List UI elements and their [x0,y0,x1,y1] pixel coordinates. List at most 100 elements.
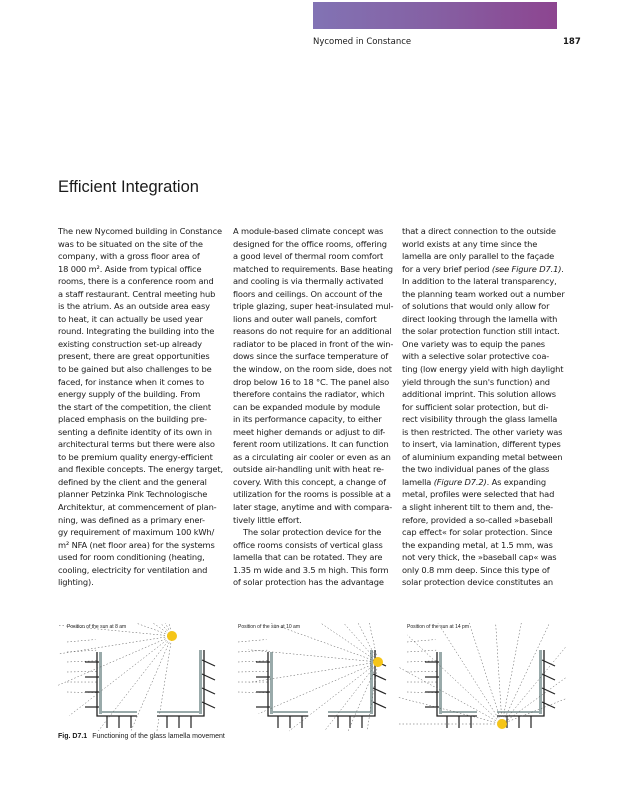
sun-ray [66,649,97,653]
text-line: the two individual panes of the glass [402,464,550,475]
text-line: matched to requirements. Base heating [233,263,393,274]
text-line: defined by the client and the general [58,476,207,487]
text-line: the window, on the room side, does not [233,364,392,375]
sun-ray [57,624,173,637]
text-line: not very thick, the »baseball cap« was [402,552,557,563]
text-line: placed emphasis on the building pre- [58,414,207,425]
right-glass-facade [539,650,542,714]
text-line: in its performance capacity, to either [233,414,382,425]
left-wing-outline [436,652,477,717]
lamella-diagram [57,622,216,732]
text-line: 1.35 m wide and 3.5 m high. This form [233,564,389,575]
text-line: of aluminium expanding metal between [402,451,563,462]
text-line: metal, profiles were selected that had [402,489,555,500]
sun-ray [406,639,436,643]
text-line: reasons do not require for an additional [233,326,392,337]
text-line: used for room conditioning (heating, [58,552,205,563]
text-line: office rooms consists of vertical glass [233,539,383,550]
sun-icon [497,719,507,729]
running-title: Nycomed in Constance [313,37,412,47]
panel-label: Position of the sun at 14 pm [407,624,469,630]
figure-panel-8am: Position of the sun at 8 am [57,622,227,732]
lamella-fin [541,701,556,709]
sun-ray [66,691,97,693]
lamella-fin [372,701,387,709]
text-line: m² NFA (net floor area) for the systems [58,539,215,550]
sun-ray [130,635,173,732]
right-glass-facade [199,650,202,714]
text-line: lamella are only parallel to the façade [402,251,555,262]
text-line: solar protection device constitutes an [402,577,553,588]
left-glass-facade [439,652,442,714]
text-line: The new Nycomed building in Constance [58,226,222,236]
sun-ray [320,622,379,663]
sun-ray [57,635,173,686]
lamella-fin [201,659,216,667]
text-column-3: that a direct connection to the outside w… [402,225,574,589]
text-line: world exists at any time since the [402,238,538,249]
lamella-diagram [397,622,567,729]
text-line: can be expanded module by module [233,401,381,412]
text-line: the solar protection function still inta… [402,326,560,337]
sun-ray [237,639,267,643]
text-line: ting (low energy yield with high dayligh… [402,364,564,375]
figure-caption-text: Functioning of the glass lamella movemen… [92,733,225,740]
text-line: faced, for instance when it comes to [58,376,204,387]
figure-number: Fig. D7.1 [58,733,88,740]
text-line: direct looking through the lamella with [402,313,558,324]
text-line: of solutions that would only allow for [402,301,550,312]
lamella-fin [541,687,556,695]
text-line: later stage, anytime and with compara- [233,502,393,513]
text-line: to insert, via lamination, different typ… [402,439,561,450]
text-line: rect visibility through the glass lamell… [402,414,558,425]
text-line: as a circulating air cooler or even as a… [233,451,391,462]
left-glass-facade [99,652,102,714]
lamella-fin [201,673,216,681]
sun-ray [495,622,503,725]
text-line: the start of the competition, the client [58,401,211,412]
sun-ray [168,622,173,637]
text-line: is the atrium. As an outside area easy [58,301,210,312]
text-line: cap effect« for solar protection. Since [402,527,553,538]
right-glass-facade [370,650,373,714]
sun-ray [437,622,503,725]
sun-ray [249,661,379,683]
sun-ray [248,649,379,663]
sun-ray [288,661,379,732]
text-line: with a selective solar protective coa- [402,351,550,362]
sun-ray [406,671,437,673]
sun-ray [406,660,437,663]
page-number: 187 [563,37,581,47]
right-wing-outline [497,650,545,717]
sun-ray [269,622,379,663]
sun-ray [156,635,173,732]
sun-ray [66,671,97,673]
text-line: for sufficient solar protection, but di- [402,401,549,412]
sun-ray [397,666,503,725]
sun-ray [237,691,268,693]
sun-ray [66,639,96,643]
sun-ray [347,661,379,732]
figure-caption: Fig. D7.1 Functioning of the glass lamell… [58,733,225,740]
sun-ray [501,646,567,725]
lamella-fin [201,701,216,709]
text-line: only 0.8 mm deep. Since this type of [402,564,550,575]
text-line: In addition to the lateral transparency, [402,276,557,287]
sun-ray [468,622,503,725]
text-line: rooms, there is a conference room and [58,276,214,287]
text-line: dows since the surface temperature of [233,351,389,362]
sun-ray [160,622,173,637]
text-line: a slight inherent tilt to them and, the- [402,502,554,513]
text-line: present, there are great opportunities [58,351,210,362]
sun-ray [237,660,268,663]
left-glass-facade [270,652,273,714]
lamella-fin [541,673,556,681]
text-column-1: The new Nycomed building in Constance was… [58,225,230,589]
text-line: existing construction set-up already [58,338,202,349]
text-line: a staff restaurant. Central meeting hub [58,288,216,299]
sun-ray [406,649,437,653]
sun-ray [343,622,379,663]
lamella-diagram [237,622,387,732]
text-line: to heat, it can actually be used year [58,313,203,324]
text-line: a good level of thermal room comfort [233,251,384,262]
